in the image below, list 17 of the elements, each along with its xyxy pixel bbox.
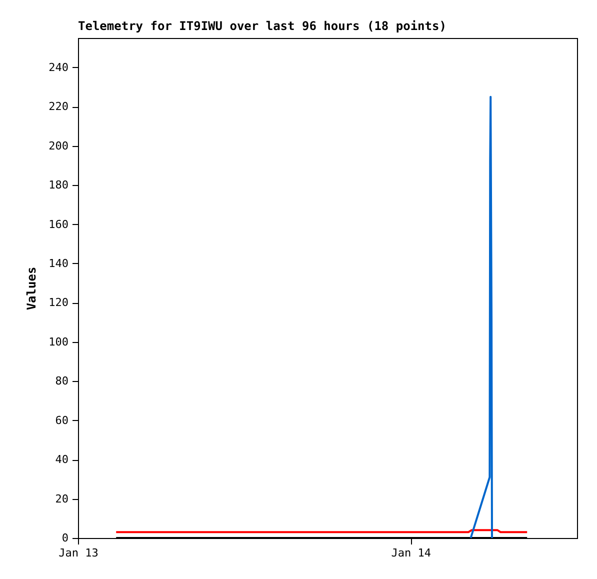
y-tick-label: 140	[48, 256, 68, 270]
y-tick-label: 100	[48, 335, 68, 348]
y-tick-label: 0	[62, 532, 68, 544]
y-tick-label: 240	[48, 60, 68, 74]
y-tick-label: 200	[48, 139, 68, 152]
y-tick-label: 160	[48, 218, 68, 231]
y-tick-label: 180	[48, 178, 68, 192]
y-tick-label: 120	[48, 296, 68, 310]
y-axis-title: Values	[24, 266, 39, 310]
chart-title: Telemetry for IT9IWU over last 96 hours (18 points)	[78, 19, 446, 33]
x-tick-label: Jan 13	[58, 546, 98, 560]
y-tick-label: 40	[55, 453, 68, 466]
y-tick-label: 80	[55, 374, 68, 388]
y-tick-label: 220	[48, 100, 68, 114]
y-tick-label: 20	[55, 492, 68, 506]
x-tick-label: Jan 14	[391, 546, 432, 560]
y-tick-label: 60	[55, 414, 68, 427]
